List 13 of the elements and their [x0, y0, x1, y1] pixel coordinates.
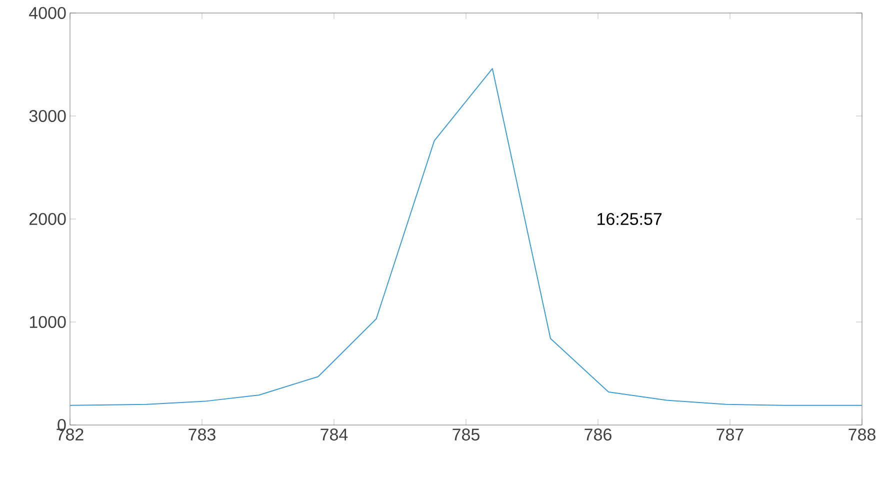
- x-tick-label: 783: [188, 428, 216, 441]
- x-tick-label: 786: [584, 428, 612, 441]
- x-tick-label: 788: [848, 428, 876, 441]
- line-series: [70, 68, 862, 406]
- x-tick-label: 784: [320, 428, 348, 441]
- x-tick-label: 782: [56, 428, 84, 441]
- y-tick-label: 2000: [30, 212, 66, 226]
- y-tick-label: 1000: [30, 316, 66, 328]
- annotation: 16:25:57: [598, 212, 662, 226]
- x-tick-label: 787: [716, 428, 744, 441]
- y-tick-label: 4000: [29, 6, 66, 20]
- x-tick-label: 785: [452, 428, 480, 441]
- y-tick-label: 3000: [29, 110, 66, 122]
